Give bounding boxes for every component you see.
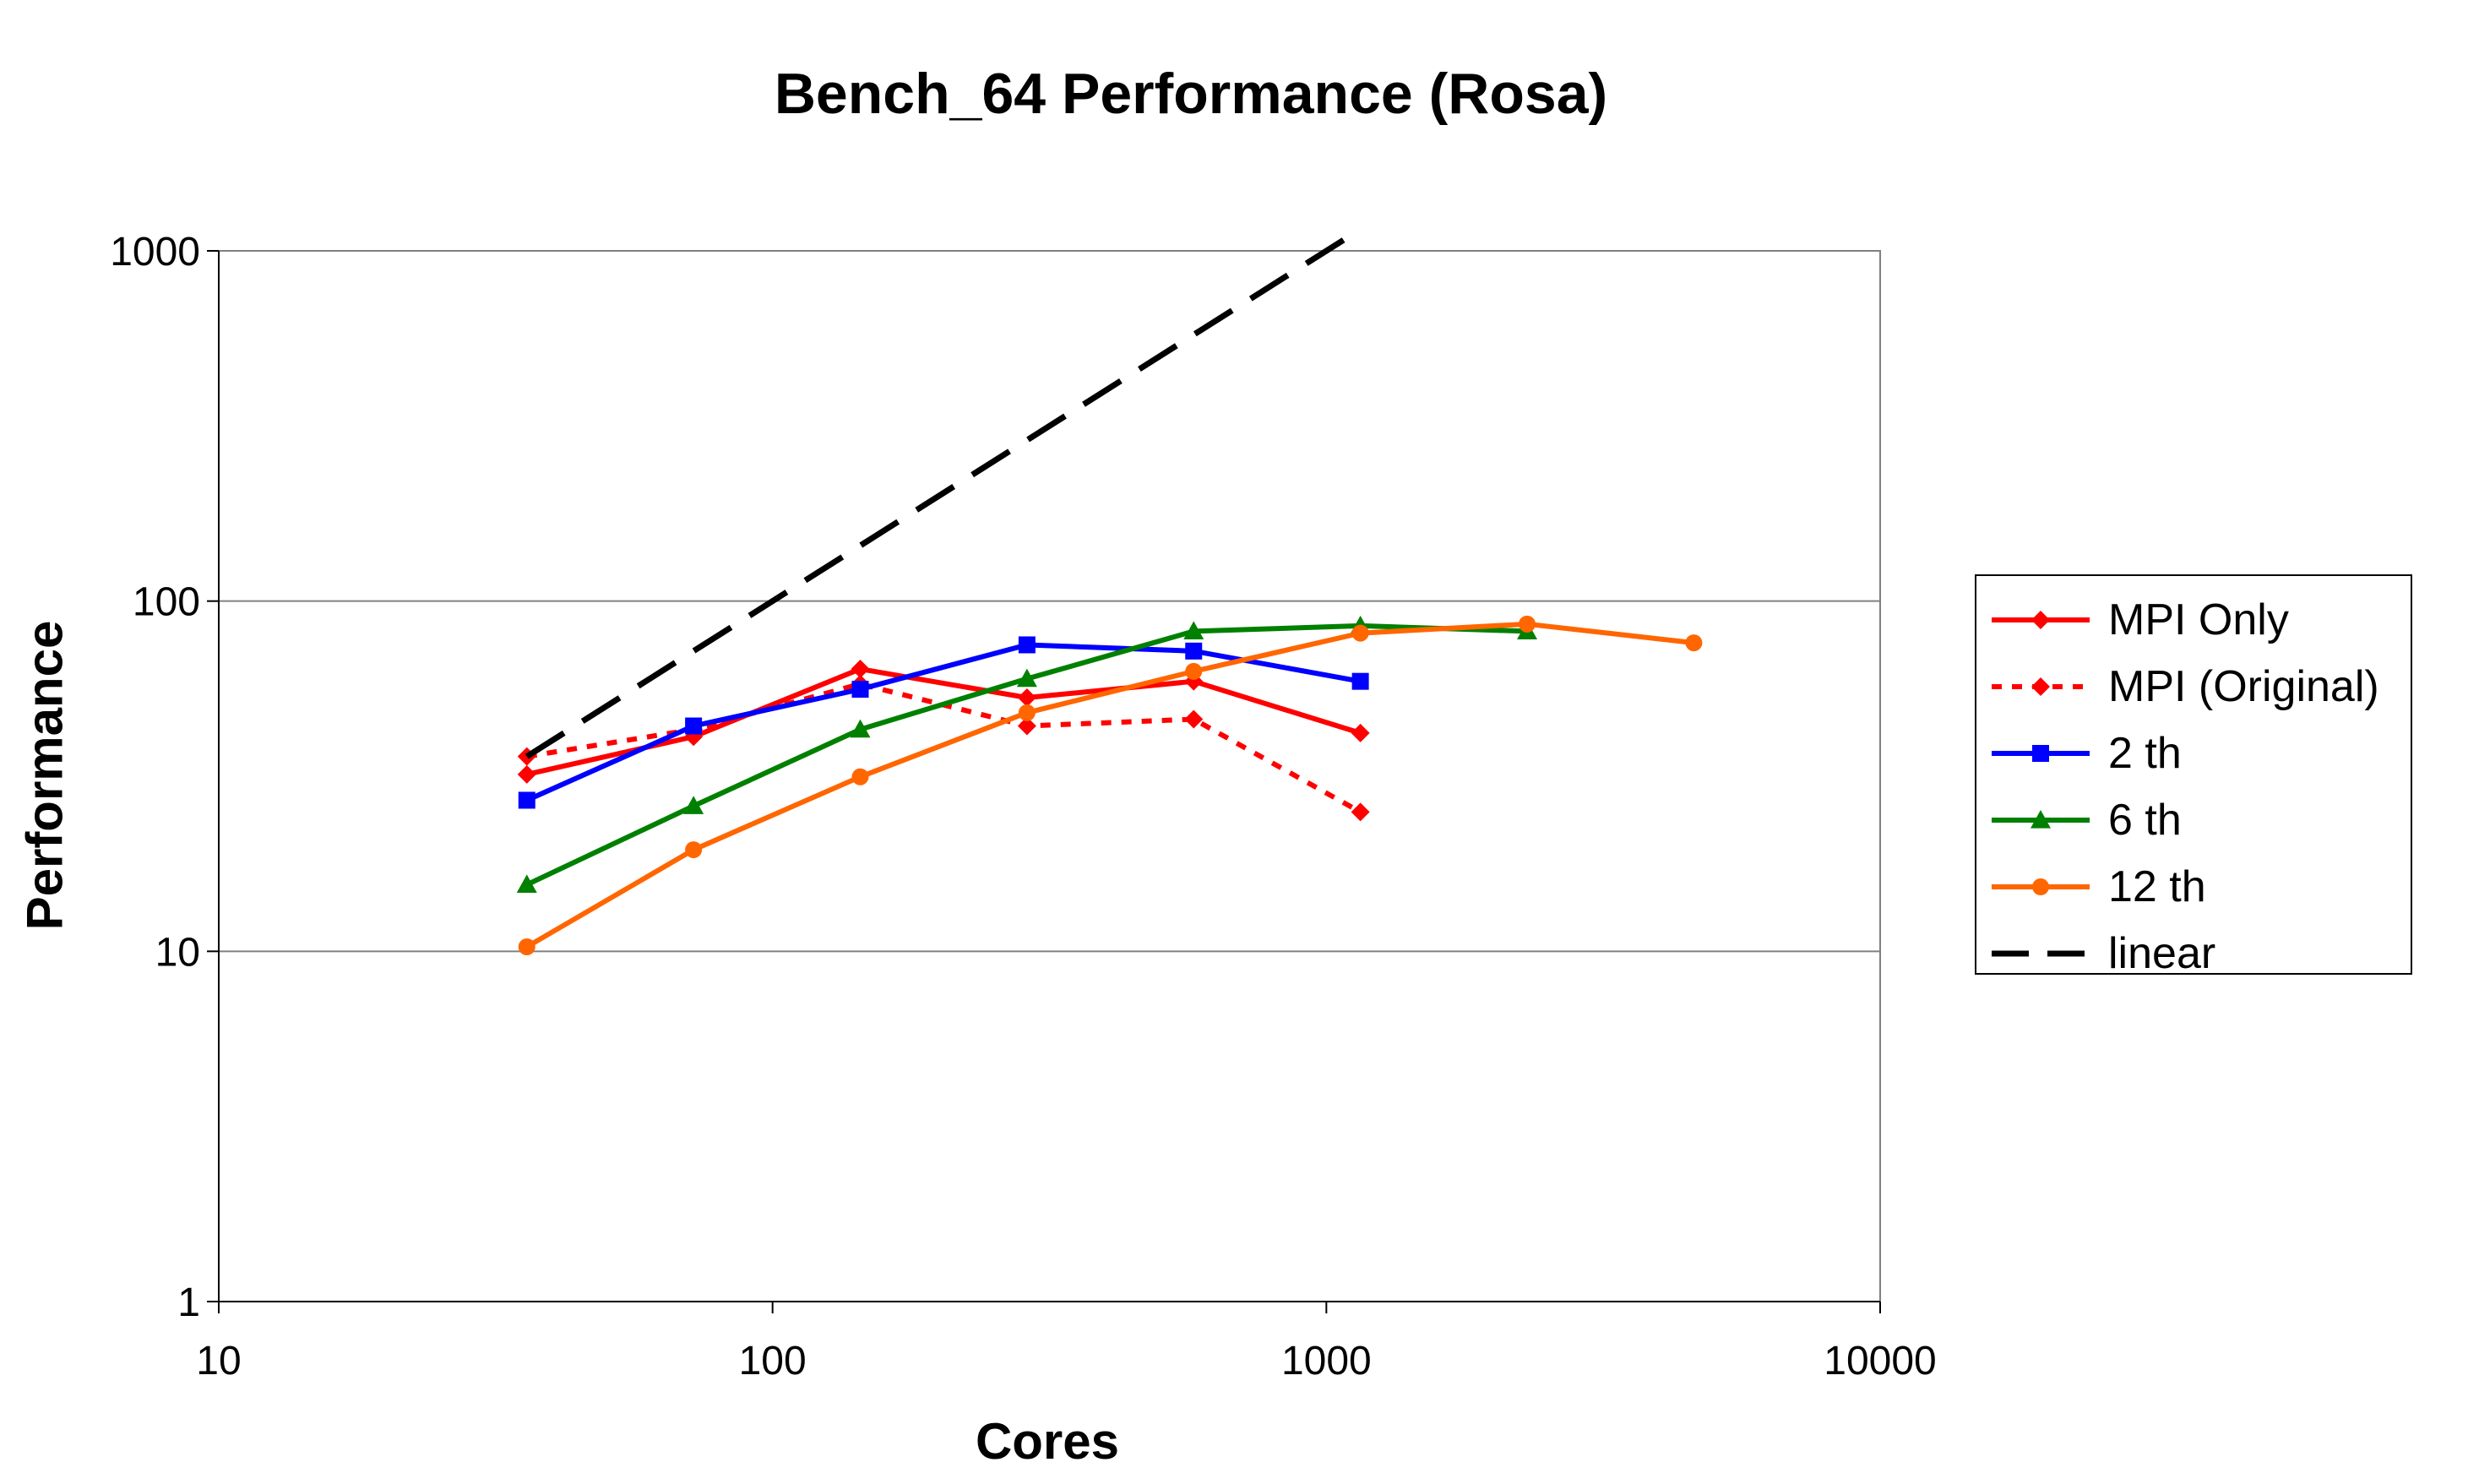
legend-label-mpi-only: MPI Only [2108, 595, 2289, 644]
legend-label-6-th: 6 th [2108, 796, 2182, 845]
legend-item-mpi-only: MPI Only [1976, 586, 2411, 653]
x-tick-label-100: 100 [739, 1339, 807, 1383]
x-tick-label-10000: 10000 [1824, 1339, 1936, 1383]
legend: MPI Only MPI (Original) 2 th 6 th 12 th linea… [1975, 574, 2412, 978]
series-2-th [518, 636, 1369, 809]
series-6-th [516, 615, 1538, 894]
chart-title: Bench_64 Performance (Rosa) [774, 62, 1608, 126]
data-point-12-th-4 [1185, 662, 1203, 680]
tick-labels: 1 10 100 1000 10 100 1000 10000 [110, 230, 1937, 1383]
legend-marker-mpi-only [2031, 611, 2050, 629]
legend-label-mpi-original: MPI (Original) [2108, 662, 2379, 711]
data-point-2-th-1 [685, 717, 703, 735]
x-tick-label-10: 10 [196, 1339, 241, 1383]
y-tick-label-100: 100 [133, 580, 200, 625]
y-axis-label: Performance [16, 620, 73, 931]
data-point-2-th-5 [1351, 672, 1369, 690]
legend-marker-6-th [2030, 810, 2051, 829]
data-point-mpi-only-3 [1017, 688, 1036, 708]
legend-swatch-12-th [1992, 878, 2090, 895]
legend-marker-2-th [2032, 745, 2049, 762]
series-line-mpi-only [526, 666, 1362, 777]
data-point-mpi-only-5 [1351, 723, 1370, 742]
data-point-12-th-0 [518, 938, 535, 956]
data-point-2-th-4 [1185, 642, 1203, 660]
series-line-linear [525, 236, 1347, 759]
grid-lines [219, 250, 1880, 1302]
data-point-12-th-5 [1351, 624, 1369, 642]
y-tick-label-1000: 1000 [110, 230, 200, 275]
data-point-6-th-2 [850, 719, 871, 738]
data-point-6-th-4 [1183, 621, 1204, 640]
data-point-2-th-2 [851, 681, 869, 699]
plot-frame [218, 250, 1881, 1302]
legend-swatch-6-th [1992, 810, 2090, 829]
data-point-6-th-3 [1016, 668, 1037, 688]
data-point-2-th-3 [1018, 636, 1036, 654]
legend-swatch-linear [1992, 950, 2090, 957]
data-point-12-th-6 [1519, 615, 1536, 633]
legend-item-linear: linear [1976, 920, 2411, 987]
legend-marker-12-th [2032, 878, 2049, 895]
x-axis-label: Cores [975, 1413, 1120, 1470]
series-line-2-th [525, 642, 1362, 803]
x-tick-label-1000: 1000 [1281, 1339, 1372, 1383]
data-point-12-th-1 [685, 841, 703, 859]
legend-swatch-2-th [1992, 745, 2090, 762]
data-point-2-th-0 [518, 791, 535, 809]
legend-item-2-th: 2 th [1976, 720, 2411, 786]
axes [207, 250, 1881, 1313]
data-point-mpi-original-3 [1017, 716, 1036, 736]
legend-item-mpi-original: MPI (Original) [1976, 653, 2411, 720]
data-point-12-th-2 [851, 768, 869, 785]
legend-label-2-th: 2 th [2108, 729, 2182, 778]
data-point-mpi-original-4 [1184, 709, 1204, 729]
data-point-6-th-0 [516, 874, 537, 894]
series-12-th [518, 615, 1703, 956]
legend-swatch-mpi-only [1992, 611, 2090, 629]
data-series [516, 236, 1703, 956]
y-tick-label-1: 1 [177, 1280, 200, 1325]
data-point-mpi-only-0 [517, 764, 536, 784]
legend-marker-mpi-original [2031, 677, 2050, 696]
y-tick-label-10: 10 [155, 930, 200, 975]
data-point-mpi-only-2 [851, 660, 870, 679]
data-point-12-th-7 [1685, 634, 1703, 652]
series-line-6-th [525, 622, 1528, 888]
data-point-6-th-1 [683, 796, 704, 814]
legend-item-6-th: 6 th [1976, 786, 2411, 853]
legend-label-linear: linear [2108, 929, 2216, 978]
legend-label-12-th: 12 th [2108, 862, 2206, 911]
series-line-12-th [525, 621, 1694, 949]
legend-item-12-th: 12 th [1976, 853, 2411, 920]
data-point-12-th-3 [1018, 704, 1036, 721]
legend-swatch-mpi-original [1992, 677, 2090, 696]
data-point-mpi-original-5 [1351, 802, 1370, 822]
series-linear [525, 236, 1347, 759]
